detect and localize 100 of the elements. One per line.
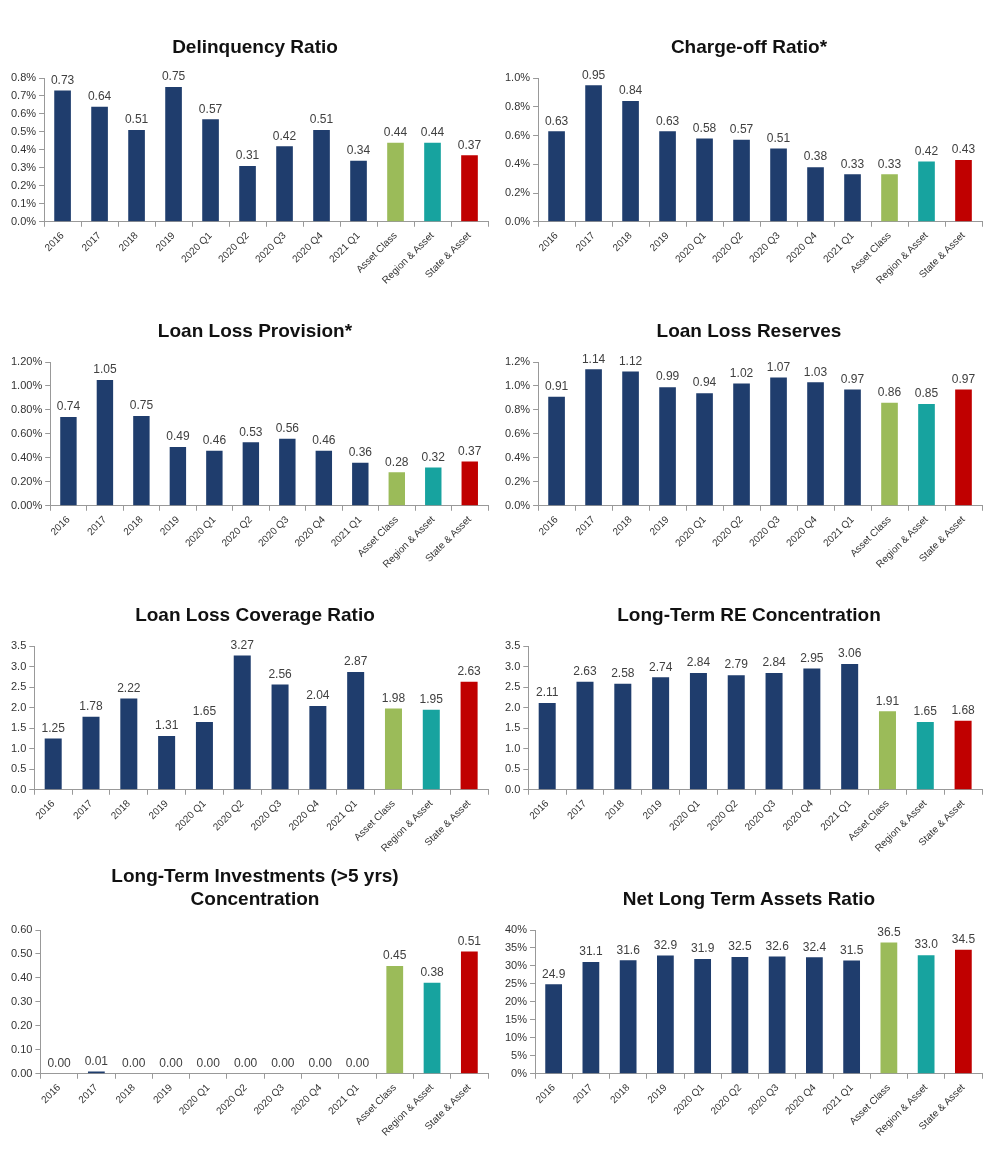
y-tick-label: 25% [504, 976, 528, 989]
data-label: 1.65 [913, 704, 938, 719]
data-label: 2.95 [800, 650, 824, 665]
data-label: 0.38 [803, 149, 828, 164]
data-label: 0.00 [196, 1056, 221, 1071]
data-label: 0.56 [275, 420, 300, 435]
data-label: 32.4 [802, 939, 827, 954]
y-tick-label: 0.2% [504, 186, 531, 199]
data-label: 36.5 [877, 924, 901, 939]
data-label: 1.14 [581, 351, 606, 366]
data-label: 0.51 [457, 933, 482, 948]
y-tick-label: 0.6% [10, 106, 37, 119]
bar [347, 671, 365, 790]
data-label: 2.79 [724, 657, 749, 672]
bar [770, 377, 787, 506]
y-tick-label: 2.0 [504, 700, 521, 713]
bar [54, 90, 71, 222]
bar [652, 677, 670, 790]
chart-title: Loan Loss Coverage Ratio [135, 603, 375, 626]
bar [120, 698, 138, 790]
data-label: 0.63 [655, 113, 680, 128]
bar [165, 86, 182, 222]
data-label: 0.51 [124, 112, 149, 127]
data-label: 0.44 [383, 125, 408, 140]
y-tick-label: 2.5 [10, 680, 27, 693]
y-tick-label: 0.5 [504, 762, 521, 775]
data-label: 0.97 [951, 371, 976, 386]
bar [279, 438, 296, 506]
bar [422, 709, 440, 790]
bar [384, 708, 402, 790]
data-label: 2.63 [573, 664, 598, 679]
y-tick-label: 1.5 [504, 721, 521, 734]
data-label: 0.42 [914, 143, 939, 158]
y-tick-label: 1.0 [10, 741, 27, 754]
bar [169, 447, 187, 506]
data-label: 0.45 [383, 948, 407, 963]
y-tick-label: 0.5% [10, 124, 37, 137]
bar [195, 722, 213, 790]
bar [844, 389, 861, 506]
bar [844, 174, 861, 222]
bar [659, 131, 676, 222]
chart-title: Net Long Term Assets Ratio [622, 887, 876, 910]
y-tick-label: 0.8% [10, 71, 37, 84]
y-tick-label: 1.00% [10, 378, 43, 391]
bar [803, 668, 821, 790]
data-label: 0.58 [692, 120, 717, 135]
data-label: 0.95 [581, 67, 606, 82]
y-tick-label: 10% [504, 1030, 528, 1043]
data-label: 0.91 [544, 379, 569, 394]
data-label: 0.53 [239, 424, 263, 439]
bar [731, 956, 749, 1074]
bar [242, 442, 260, 506]
y-tick-label: 0.20% [10, 474, 43, 487]
data-label: 31.1 [579, 944, 603, 959]
bar [954, 720, 972, 790]
data-label: 2.84 [762, 655, 787, 670]
y-tick-label: 0.0 [10, 782, 27, 795]
data-label: 3.27 [230, 637, 255, 652]
data-label: 0.28 [385, 454, 409, 469]
bar [622, 101, 639, 222]
data-label: 0.64 [87, 89, 112, 104]
y-tick-label: 2.5 [504, 680, 521, 693]
bar [878, 711, 896, 790]
bar [881, 174, 898, 222]
data-label: 0.36 [348, 444, 373, 459]
bar [386, 965, 404, 1074]
y-tick-label: 0% [511, 1066, 528, 1079]
data-label: 1.12 [618, 353, 643, 368]
data-label: 0.49 [166, 429, 190, 444]
bar [727, 675, 745, 790]
y-tick-label: 35% [504, 941, 528, 953]
data-label: 0.51 [309, 112, 334, 127]
data-label: 0.00 [159, 1056, 183, 1071]
bar [309, 705, 327, 790]
y-tick-label: 0.3% [10, 160, 37, 173]
data-label: 24.9 [541, 966, 566, 981]
data-label: 2.63 [457, 664, 482, 679]
data-label: 0.46 [202, 432, 227, 447]
bar [158, 735, 176, 790]
data-label: 31.9 [690, 941, 715, 956]
y-tick-label: 0.4% [504, 157, 531, 170]
data-label: 0.85 [914, 386, 939, 401]
y-tick-label: 0.60% [10, 426, 43, 439]
data-label: 31.6 [616, 942, 641, 957]
data-label: 0.00 [308, 1056, 333, 1071]
y-tick-label: 0.0% [504, 214, 531, 227]
data-label: 1.03 [803, 364, 828, 379]
bar [696, 138, 713, 222]
bar [461, 461, 478, 506]
chart-title: Loan Loss Reserves [656, 319, 842, 342]
y-tick-label: 0.2% [10, 178, 37, 191]
data-label: 1.65 [192, 704, 217, 719]
bar [425, 467, 442, 506]
chart-title: Delinquency Ratio [172, 35, 338, 58]
y-tick-label: 0.4% [504, 450, 531, 463]
bar [696, 393, 713, 506]
y-tick-label: 0.7% [10, 89, 37, 101]
data-label: 0.01 [84, 1053, 109, 1068]
y-tick-label: 0.40 [10, 970, 33, 983]
y-tick-label: 1.2% [504, 355, 531, 368]
